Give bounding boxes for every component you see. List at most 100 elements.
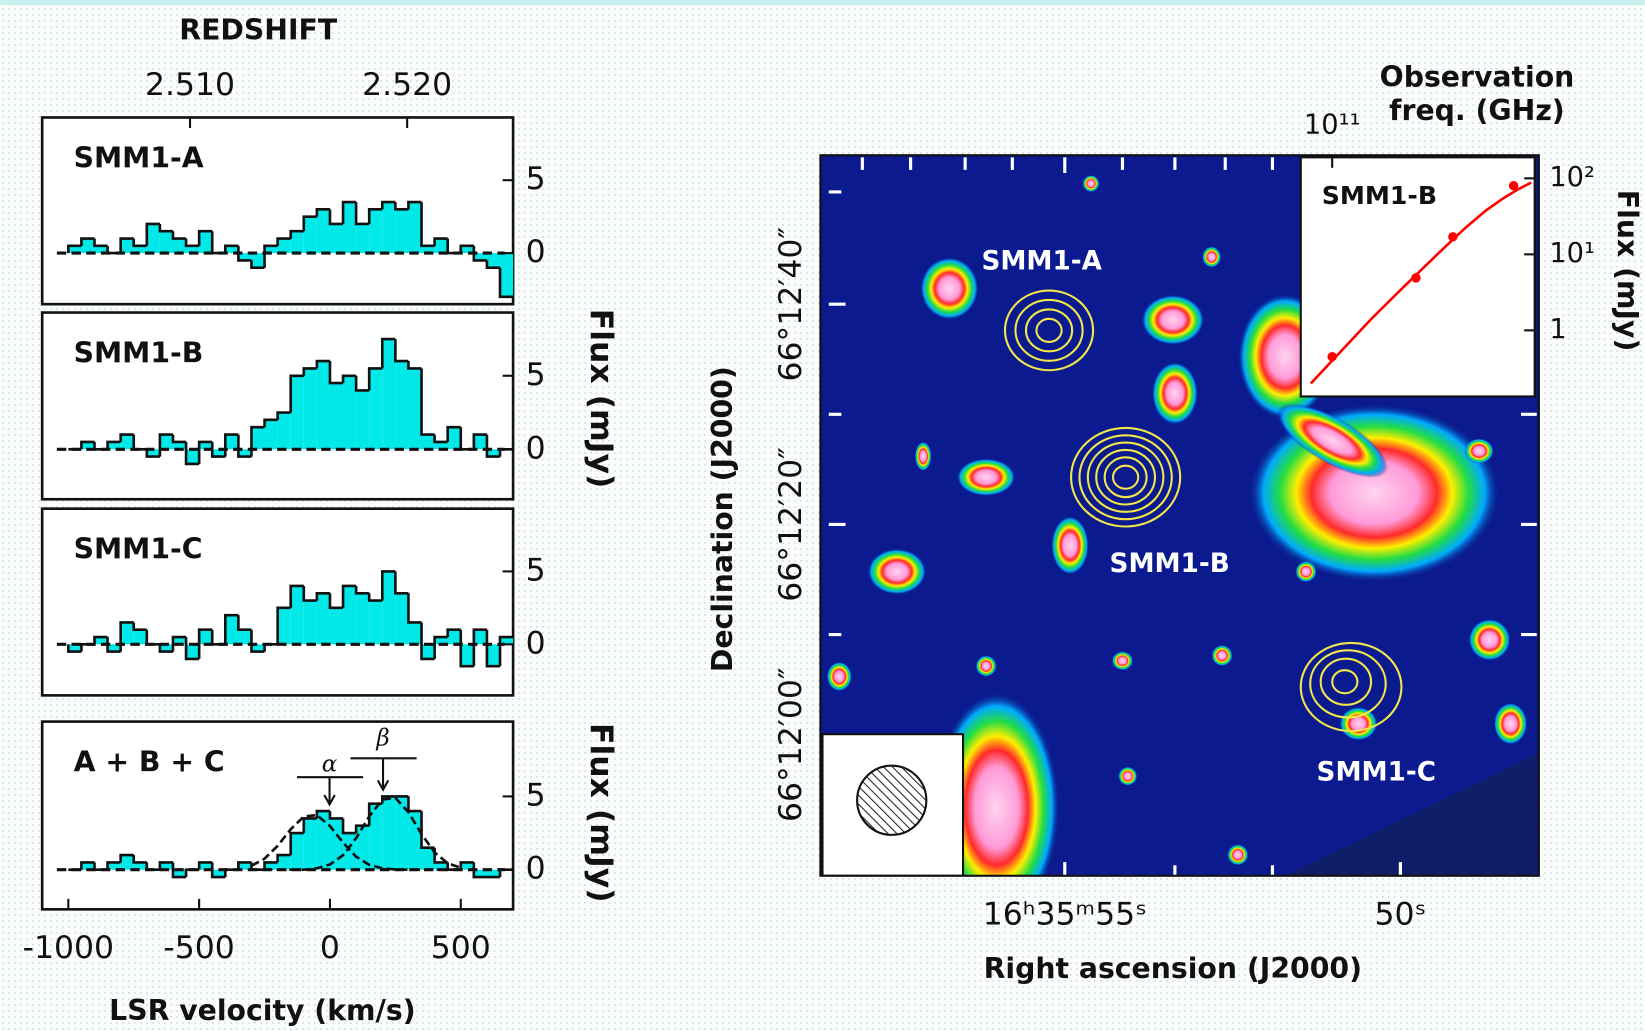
bar	[474, 435, 487, 450]
x2-tick-label: 2.510	[145, 67, 235, 103]
bar	[330, 224, 343, 253]
y-tick-label: 0	[526, 625, 546, 661]
beam	[857, 766, 926, 835]
y-tick-label: 66°12′40″	[773, 227, 809, 382]
bar	[265, 420, 278, 449]
x-axis-label: LSR velocity (km/s)	[109, 994, 415, 1027]
y-axis-label: Flux (mJy)	[1611, 190, 1644, 352]
bar	[278, 413, 291, 450]
bar	[251, 253, 264, 268]
bar	[186, 449, 199, 464]
y-tick-label: 1	[1549, 314, 1566, 345]
bar	[382, 339, 395, 449]
y-tick-label: 0	[526, 851, 546, 887]
bar	[448, 427, 461, 449]
bar	[304, 368, 317, 449]
bar	[487, 253, 500, 268]
page: SMM1-A052.5102.520REDSHIFTSMM1-B05Flux (…	[0, 0, 1645, 1031]
bar	[134, 630, 147, 645]
bar	[474, 630, 487, 645]
annotation: β	[375, 725, 389, 751]
bar	[304, 818, 317, 869]
bar	[408, 622, 421, 644]
y-tick-label: 5	[526, 161, 546, 197]
bar	[225, 435, 238, 450]
y-tick-label: 5	[526, 777, 546, 813]
bar	[395, 593, 408, 644]
bar	[291, 376, 304, 450]
bar	[225, 615, 238, 644]
bar	[121, 239, 134, 254]
bar	[199, 630, 212, 645]
y-tick-label: 5	[526, 357, 546, 393]
y-axis-label: Flux (mJy)	[583, 723, 619, 903]
bar	[422, 435, 435, 450]
source-label: SMM1-B	[1110, 549, 1230, 579]
bar	[160, 231, 173, 253]
x-tick-label: 0	[320, 930, 340, 966]
x-tick-label: 10¹¹	[1304, 109, 1361, 140]
bar	[278, 239, 291, 254]
bar	[199, 231, 212, 253]
bar	[186, 644, 199, 659]
panel-title: SMM1-C	[74, 533, 203, 566]
bar	[291, 231, 304, 253]
x2-axis-label: REDSHIFT	[179, 13, 338, 46]
bar	[408, 811, 421, 870]
bar	[343, 376, 356, 450]
annotation: α	[322, 752, 338, 778]
data-point	[1448, 232, 1457, 241]
bar	[343, 586, 356, 644]
y-tick-label: 0	[526, 234, 546, 270]
bar	[461, 644, 474, 666]
bar	[121, 622, 134, 644]
bar	[160, 435, 173, 450]
bar	[317, 209, 330, 253]
bar	[382, 202, 395, 253]
data-point	[1327, 352, 1336, 361]
y-axis-label: Declination (J2000)	[706, 366, 739, 672]
bar	[304, 601, 317, 645]
bar	[304, 217, 317, 253]
bar	[147, 224, 160, 253]
bar	[382, 571, 395, 644]
bar	[369, 209, 382, 253]
bar	[81, 239, 94, 254]
source-label: SMM1-A	[981, 247, 1102, 277]
y-axis-label: Flux (mJy)	[583, 309, 619, 489]
panel-title: SMM1-B	[74, 337, 204, 370]
x-tick-label: 16ʰ35ᵐ55ˢ	[983, 897, 1147, 933]
bar	[278, 855, 291, 870]
bar	[487, 644, 500, 666]
data-point	[1509, 181, 1518, 190]
x-tick-label: 50ˢ	[1375, 897, 1427, 933]
bar	[317, 361, 330, 449]
bar	[435, 239, 448, 254]
bar	[448, 630, 461, 645]
bar	[317, 593, 330, 644]
x-tick-label: 500	[431, 930, 491, 966]
y-tick-label: 0	[526, 430, 546, 466]
bar	[408, 202, 421, 253]
bar	[500, 253, 513, 297]
panel-title: SMM1-A	[74, 141, 204, 174]
y-tick-label: 5	[526, 552, 546, 588]
bar	[382, 796, 395, 869]
bar	[238, 630, 251, 645]
bar	[291, 833, 304, 870]
bar	[343, 202, 356, 253]
bar	[251, 427, 264, 449]
bar	[395, 361, 408, 449]
bar	[395, 209, 408, 253]
top-strip	[0, 0, 1645, 5]
inset-title: SMM1-B	[1322, 181, 1437, 210]
y-tick-label: 66°12′20″	[773, 447, 809, 602]
bar	[330, 383, 343, 449]
bar	[356, 390, 369, 449]
bar	[121, 855, 134, 870]
bar	[395, 796, 408, 869]
x-tick-label: -1000	[23, 930, 114, 966]
x-axis-label: Right ascension (J2000)	[984, 952, 1362, 985]
bar	[291, 586, 304, 644]
bar	[343, 833, 356, 870]
